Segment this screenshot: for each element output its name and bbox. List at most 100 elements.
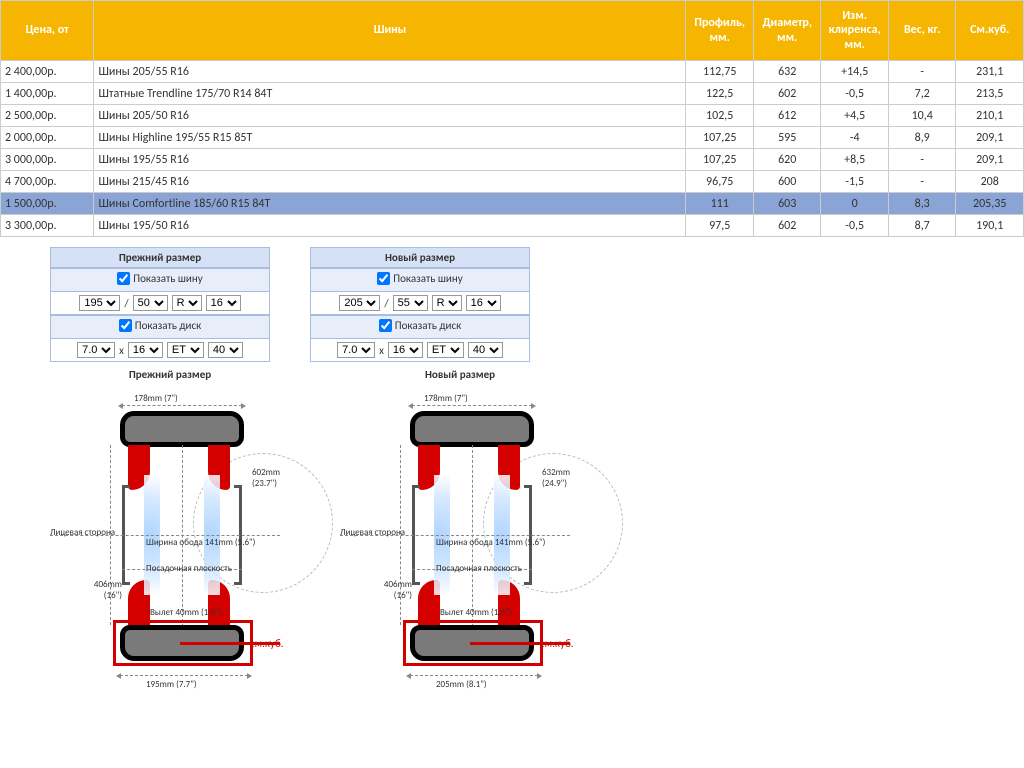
diagram-old-title: Прежний размер xyxy=(50,368,290,381)
config-new-showtire[interactable]: Показать шину xyxy=(310,268,530,292)
new-rimdiam-label: 406mm (16") xyxy=(376,579,412,601)
cell-name: Шины 205/55 R16 xyxy=(94,61,686,83)
new-seat-label: Посадочная плоскость xyxy=(436,563,522,574)
cell-weight: 8,7 xyxy=(888,215,956,237)
config-old-title: Прежний размер xyxy=(50,247,270,268)
cell-diam: 602 xyxy=(753,83,821,105)
sel-old-disc-off[interactable]: 40 xyxy=(208,342,243,358)
sel-old-tire-a[interactable]: 50 xyxy=(133,295,168,311)
config-new-showdisc[interactable]: Показать диск xyxy=(310,315,530,339)
old-top-arrow xyxy=(122,405,242,406)
old-face-label: Лицевая сторона xyxy=(50,527,115,538)
th-profile[interactable]: Профиль, мм. xyxy=(686,1,754,61)
sel-old-disc-w[interactable]: 7.0 xyxy=(77,342,115,358)
config-old: Прежний размер Показать шину 195 / 50 R … xyxy=(50,247,270,362)
table-row[interactable]: 3 300,00р.Шины 195/50 R1697,5602-0,58,71… xyxy=(1,215,1024,237)
th-name[interactable]: Шины xyxy=(94,1,686,61)
config-old-showdisc[interactable]: Показать диск xyxy=(50,315,270,339)
th-weight[interactable]: Вес, кг. xyxy=(888,1,956,61)
th-diameter[interactable]: Диаметр, мм. xyxy=(753,1,821,61)
old-tire-top xyxy=(120,411,244,447)
sel-new-disc-d[interactable]: 16 xyxy=(388,342,423,358)
diagram-new-canvas: 178mm (7") 632mm (24.9") Лицевая сторона… xyxy=(340,387,570,697)
cell-profile: 97,5 xyxy=(686,215,754,237)
table-row[interactable]: 1 400,00р.Штатные Trendline 175/70 R14 8… xyxy=(1,83,1024,105)
cell-price: 3 000,00р. xyxy=(1,149,94,171)
cell-price: 4 700,00р. xyxy=(1,171,94,193)
cell-name: Шины Comfortline 185/60 R15 84T xyxy=(94,193,686,215)
new-face-label: Лицевая сторона xyxy=(340,527,405,538)
sel-old-disc-et[interactable]: ET xyxy=(167,342,204,358)
cell-weight: 10,4 xyxy=(888,105,956,127)
config-new: Новый размер Показать шину 205 / 55 R 16… xyxy=(310,247,530,362)
new-smkub-label: см.куб. xyxy=(540,637,574,650)
cell-price: 3 300,00р. xyxy=(1,215,94,237)
sel-new-tire-a[interactable]: 55 xyxy=(393,295,428,311)
config-old-disc-row: 7.0 x 16 ET 40 xyxy=(50,339,270,362)
sel-old-tire-r[interactable]: R xyxy=(172,295,202,311)
cell-vol: 208 xyxy=(956,171,1024,193)
new-bot-arrow xyxy=(410,675,538,676)
th-price[interactable]: Цена, от xyxy=(1,1,94,61)
cell-price: 2 400,00р. xyxy=(1,61,94,83)
table-row[interactable]: 2 400,00р.Шины 205/55 R16112,75632+14,5-… xyxy=(1,61,1024,83)
cell-weight: - xyxy=(888,149,956,171)
checkbox-show-disc-old[interactable] xyxy=(119,319,132,332)
table-row[interactable]: 2 000,00р.Шины Highline 195/55 R15 85T10… xyxy=(1,127,1024,149)
cell-price: 1 500,00р. xyxy=(1,193,94,215)
table-row[interactable]: 4 700,00р.Шины 215/45 R1696,75600-1,5-20… xyxy=(1,171,1024,193)
cell-weight: 8,3 xyxy=(888,193,956,215)
table-row[interactable]: 1 500,00р.Шины Comfortline 185/60 R15 84… xyxy=(1,193,1024,215)
checkbox-show-tire-old[interactable] xyxy=(117,272,130,285)
config-new-title: Новый размер xyxy=(310,247,530,268)
cell-profile: 122,5 xyxy=(686,83,754,105)
cell-profile: 102,5 xyxy=(686,105,754,127)
sel-new-tire-r[interactable]: R xyxy=(432,295,462,311)
old-offset-label: Вылет 40mm (1.6") xyxy=(150,607,221,618)
cell-name: Шины 205/50 R16 xyxy=(94,105,686,127)
table-row[interactable]: 3 000,00р.Шины 195/55 R16107,25620+8,5-2… xyxy=(1,149,1024,171)
sel-old-disc-d[interactable]: 16 xyxy=(128,342,163,358)
cell-price: 1 400,00р. xyxy=(1,83,94,105)
table-row[interactable]: 2 500,00р.Шины 205/50 R16102,5612+4,510,… xyxy=(1,105,1024,127)
tire-diagrams: Прежний размер 178mm (7") 602mm (23.7") … xyxy=(50,368,1024,697)
cell-diam: 632 xyxy=(753,61,821,83)
new-offset-label: Вылет 40mm (1.6") xyxy=(440,607,511,618)
cell-clear: 0 xyxy=(821,193,889,215)
sel-old-tire-d[interactable]: 16 xyxy=(206,295,241,311)
diagram-old: Прежний размер 178mm (7") 602mm (23.7") … xyxy=(50,368,290,697)
old-rim-width-label: 178mm (7") xyxy=(134,393,178,404)
old-bot-arrow xyxy=(120,675,248,676)
cell-name: Шины 195/55 R16 xyxy=(94,149,686,171)
th-volume[interactable]: См.куб. xyxy=(956,1,1024,61)
cell-profile: 112,75 xyxy=(686,61,754,83)
cell-vol: 231,1 xyxy=(956,61,1024,83)
new-tire-width-label: 205mm (8.1") xyxy=(436,679,487,690)
cell-vol: 209,1 xyxy=(956,127,1024,149)
sel-new-disc-et[interactable]: ET xyxy=(427,342,464,358)
new-tire-top xyxy=(410,411,534,447)
diagram-old-canvas: 178mm (7") 602mm (23.7") Лицевая сторона… xyxy=(50,387,280,697)
new-rimwidth-label: Ширина обода 141mm (5.6") xyxy=(436,537,545,548)
config-old-showtire[interactable]: Показать шину xyxy=(50,268,270,292)
sel-old-tire-w[interactable]: 195 xyxy=(79,295,120,311)
new-center-line xyxy=(472,445,473,627)
cell-profile: 96,75 xyxy=(686,171,754,193)
config-old-tire-row: 195 / 50 R 16 xyxy=(50,292,270,315)
sel-new-disc-w[interactable]: 7.0 xyxy=(337,342,375,358)
sel-new-tire-d[interactable]: 16 xyxy=(466,295,501,311)
cell-clear: +14,5 xyxy=(821,61,889,83)
sel-new-tire-w[interactable]: 205 xyxy=(339,295,380,311)
checkbox-show-disc-new[interactable] xyxy=(379,319,392,332)
cell-diam: 600 xyxy=(753,171,821,193)
cell-vol: 190,1 xyxy=(956,215,1024,237)
old-diameter-label: 602mm (23.7") xyxy=(252,467,280,489)
checkbox-show-tire-new[interactable] xyxy=(377,272,390,285)
cell-price: 2 000,00р. xyxy=(1,127,94,149)
cell-diam: 612 xyxy=(753,105,821,127)
sel-new-disc-off[interactable]: 40 xyxy=(468,342,503,358)
cell-clear: -4 xyxy=(821,127,889,149)
cell-vol: 209,1 xyxy=(956,149,1024,171)
cell-price: 2 500,00р. xyxy=(1,105,94,127)
th-clearance[interactable]: Изм. клиренса, мм. xyxy=(821,1,889,61)
